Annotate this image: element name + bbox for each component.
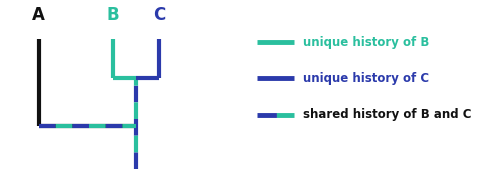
Text: C: C: [153, 6, 166, 24]
Text: unique history of B: unique history of B: [303, 36, 430, 49]
Text: shared history of B and C: shared history of B and C: [303, 108, 472, 121]
Text: A: A: [32, 6, 45, 24]
Text: B: B: [106, 6, 119, 24]
Text: unique history of C: unique history of C: [303, 72, 430, 85]
